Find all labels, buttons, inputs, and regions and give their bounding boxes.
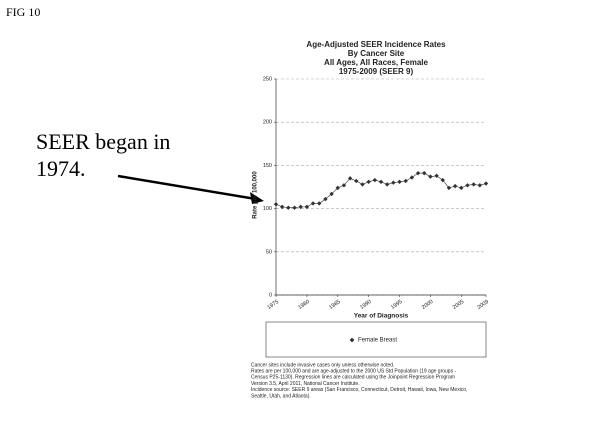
x-axis-label: Year of Diagnosis xyxy=(354,313,409,320)
data-point xyxy=(372,177,378,183)
data-point xyxy=(384,182,390,187)
chart-title: Age-Adjusted SEER Incidence Rates xyxy=(306,40,446,49)
data-point xyxy=(452,183,458,189)
data-point xyxy=(360,182,365,187)
x-tick-label: 2009 xyxy=(477,299,490,311)
footnote: Version 3.5, April 2011, National Cancer… xyxy=(251,381,360,387)
data-point xyxy=(341,183,347,188)
data-point xyxy=(304,204,310,210)
y-tick-label: 200 xyxy=(263,120,272,126)
data-point xyxy=(273,202,279,207)
data-point xyxy=(310,201,316,206)
data-point xyxy=(397,179,402,185)
data-point xyxy=(354,178,359,184)
chart-frame xyxy=(249,37,500,406)
data-point xyxy=(483,181,489,186)
y-axis-label: Rate per 100,000 xyxy=(253,171,259,219)
x-tick-label: 1975 xyxy=(267,299,280,311)
y-tick-label: 0 xyxy=(269,292,272,298)
data-point xyxy=(409,175,415,180)
y-tick-label: 150 xyxy=(263,163,272,169)
x-tick-label: 2005 xyxy=(452,299,465,311)
data-point xyxy=(459,185,464,191)
data-point xyxy=(465,183,470,188)
annotation: SEER began in 1974. xyxy=(36,129,171,181)
data-point xyxy=(422,170,427,176)
chart-title: By Cancer Site xyxy=(348,49,405,58)
y-tick-label: 250 xyxy=(263,76,272,82)
data-point xyxy=(434,173,439,178)
footnote: Cancer sites include invasive cases only… xyxy=(251,362,394,368)
y-tick-label: 100 xyxy=(263,206,272,212)
legend-label: Female Breast xyxy=(358,338,397,344)
chart-title: All Ages, All Races, Female xyxy=(324,58,428,67)
data-point xyxy=(391,180,396,185)
data-point xyxy=(366,179,371,185)
legend-box xyxy=(265,321,487,358)
footnote: Census P25-1130). Regression lines are c… xyxy=(251,375,455,381)
x-tick-label: 1990 xyxy=(359,299,372,311)
arrow-line xyxy=(117,174,257,201)
x-tick-label: 1995 xyxy=(390,299,403,311)
figure-label: FIG 10 xyxy=(6,5,41,19)
data-point xyxy=(335,185,340,191)
legend-marker xyxy=(349,337,355,343)
data-point xyxy=(403,178,408,184)
data-point xyxy=(323,196,328,202)
footnote: Incidence source: SEER 9 areas (San Fran… xyxy=(251,387,467,393)
data-point xyxy=(286,205,291,210)
footnote: Seattle, Utah, and Atlanta). xyxy=(251,393,311,399)
data-point xyxy=(279,204,285,210)
footnote: Rates are per 100,000 and are age-adjust… xyxy=(251,369,456,375)
x-tick-label: 1980 xyxy=(297,299,310,311)
arrow-head xyxy=(250,192,264,204)
data-point xyxy=(329,191,334,197)
data-point xyxy=(378,179,384,185)
data-point xyxy=(298,204,303,210)
data-point xyxy=(428,174,433,179)
y-tick-label: 50 xyxy=(266,249,272,255)
chart-title: 1975-2009 (SEER 9) xyxy=(339,67,414,76)
x-tick-label: 1985 xyxy=(328,299,341,311)
data-point xyxy=(415,170,421,176)
data-point xyxy=(292,205,297,210)
data-point xyxy=(440,177,445,183)
x-tick-label: 2000 xyxy=(421,299,434,311)
data-point xyxy=(347,176,353,181)
data-point xyxy=(317,201,322,206)
data-point xyxy=(446,185,452,191)
data-point xyxy=(477,183,483,188)
data-point xyxy=(471,182,476,187)
